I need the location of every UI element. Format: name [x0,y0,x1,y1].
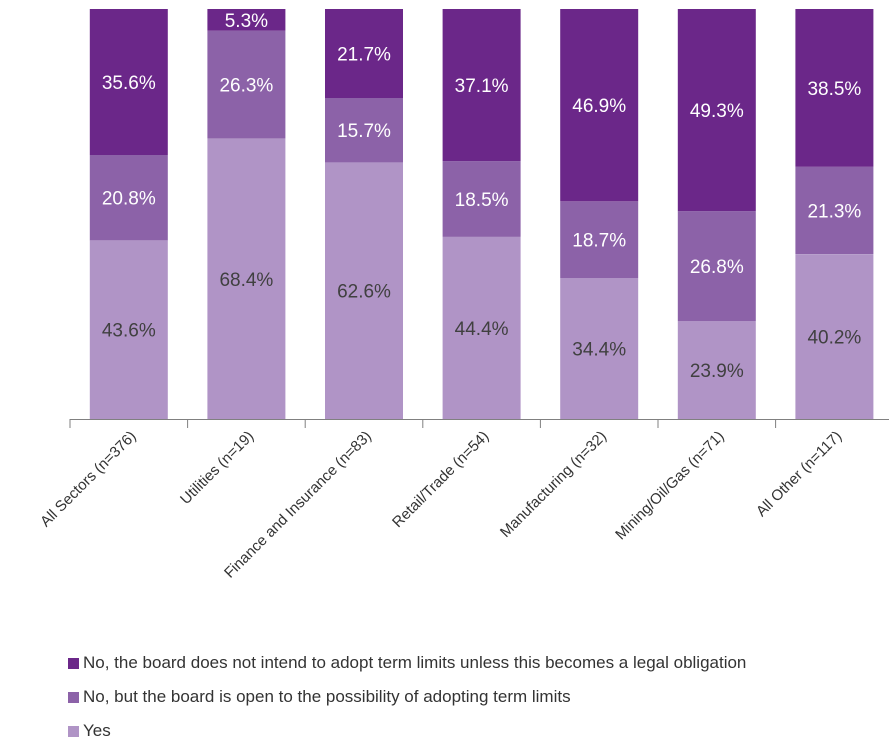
bar-segment [442,237,521,419]
legend-label: Yes [83,721,111,740]
data-label: 21.7% [337,45,391,66]
bar-segment [442,161,521,237]
data-label: 20.8% [102,189,156,210]
x-tick-label: All Sectors (n=376) [37,428,140,531]
bar-segment [207,138,286,419]
x-tick-label: Mining/Oil/Gas (n=71) [612,428,727,543]
legend-label: No, the board does not intend to adopt t… [83,653,747,672]
data-label: 38.5% [807,79,861,100]
x-tick-label: Manufacturing (n=32) [497,428,610,541]
legend-swatch [68,657,79,669]
data-label: 46.9% [572,96,626,117]
bar-segment [795,166,874,255]
bar-segment [89,240,168,419]
bar-segment [325,9,403,98]
legend-label: No, but the board is open to the possibi… [83,687,571,706]
data-label: 44.4% [455,319,509,340]
bar-segment [89,155,168,241]
legend-item: Yes [68,720,746,742]
x-tick-label: All Other (n=117) [753,428,845,520]
data-label: 37.1% [455,76,509,97]
bar-segment [677,211,756,321]
bar-segment [442,9,521,162]
data-label: 26.8% [690,257,744,278]
data-label: 34.4% [572,340,626,361]
bar-segment [795,254,874,419]
data-label: 15.7% [337,121,391,142]
bar-segment [677,321,756,419]
data-label: 68.4% [219,270,273,291]
bar-segment [207,9,286,31]
x-tick-label: Utilities (n=19) [177,428,257,508]
x-tick-label: Retail/Trade (n=54) [389,428,492,531]
data-label: 26.3% [219,76,273,97]
legend: No, the board does not intend to adopt t… [68,652,746,754]
bar-segment [795,9,874,167]
bar-segment [325,98,403,163]
bar-segment [677,9,756,212]
legend-item: No, the board does not intend to adopt t… [68,652,746,674]
data-label: 49.3% [690,101,744,122]
chart-plot: 43.6% 20.8% 35.6% All Sectors (n=376) 68.4% 2… [37,9,889,582]
data-label: 18.5% [455,190,509,211]
bar-segment [207,30,286,139]
data-label: 23.9% [690,361,744,382]
data-label: 18.7% [572,231,626,252]
legend-item: No, but the board is open to the possibi… [68,686,746,708]
bar-segment [560,9,639,202]
bar-segment [325,162,403,420]
legend-swatch [68,725,79,737]
bar-segment [560,201,639,278]
legend-swatch [68,691,79,703]
data-label: 5.3% [225,11,268,32]
data-label: 43.6% [102,321,156,342]
data-label: 21.3% [807,202,861,223]
bar-segment [89,9,168,155]
bar-segment [560,278,639,419]
data-label: 40.2% [807,328,861,349]
data-label: 62.6% [337,282,391,303]
data-label: 35.6% [102,73,156,94]
